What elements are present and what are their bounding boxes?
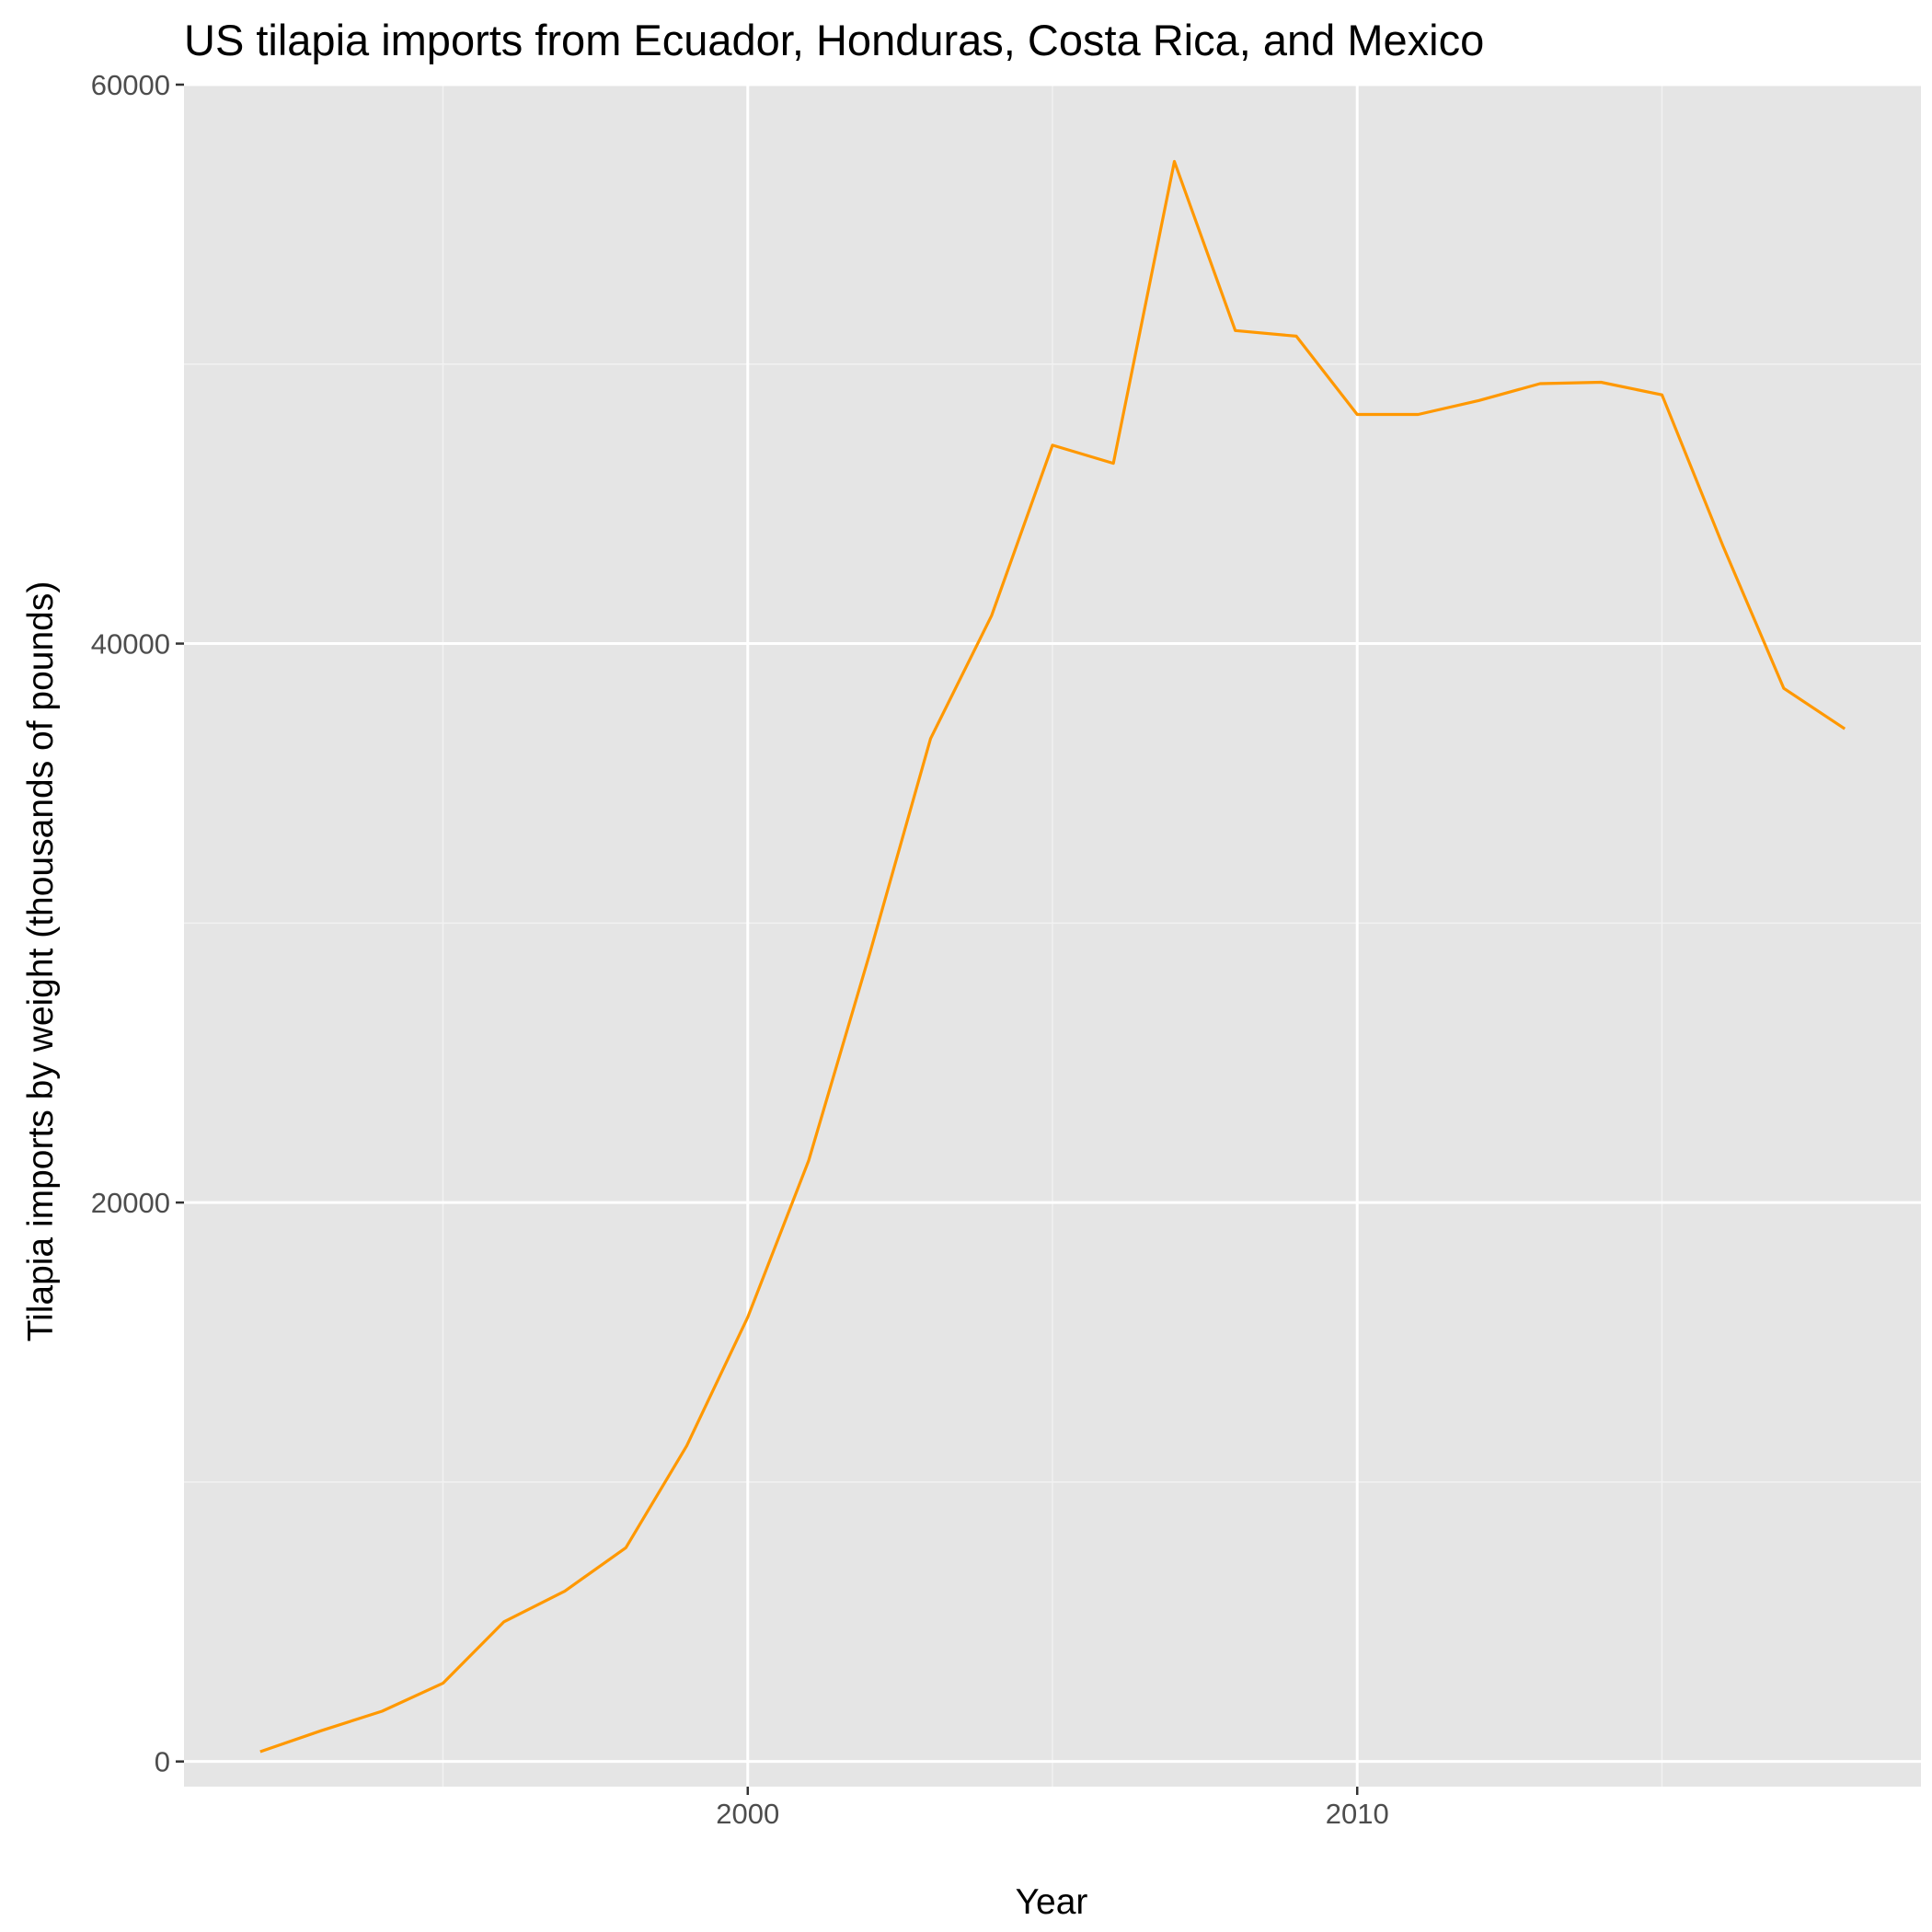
x-tick-label: 2000 xyxy=(716,1798,779,1830)
y-tick-label: 60000 xyxy=(91,69,170,101)
y-tick-label: 0 xyxy=(155,1746,170,1778)
x-axis-title: Year xyxy=(1016,1882,1088,1922)
y-tick-label: 40000 xyxy=(91,628,170,661)
chart-title: US tilapia imports from Ecuador, Hondura… xyxy=(184,16,1484,64)
major-gridlines xyxy=(184,83,1921,1787)
x-tick-label: 2010 xyxy=(1326,1798,1389,1830)
y-tick-label: 20000 xyxy=(91,1187,170,1219)
y-axis: 0 20000 40000 60000 xyxy=(91,69,184,1778)
x-axis: 2000 2010 xyxy=(716,1787,1389,1830)
series-layer xyxy=(259,159,1846,1754)
series-line-0 xyxy=(259,159,1846,1754)
y-axis-title: Tilapia imports by weight (thousands of … xyxy=(21,581,61,1342)
minor-gridlines xyxy=(184,85,1921,1787)
